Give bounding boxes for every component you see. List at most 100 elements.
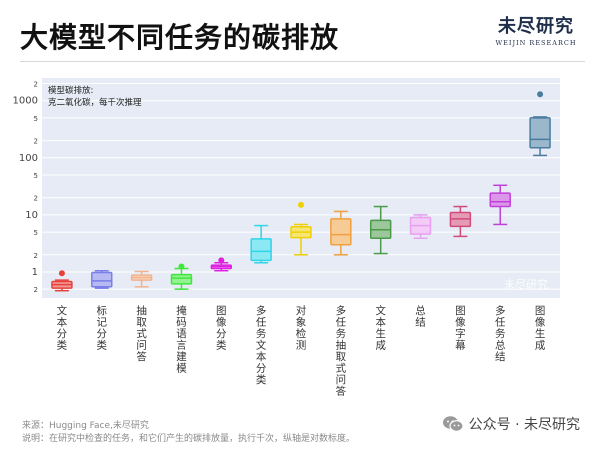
y-tick-label: 5 [34, 229, 38, 237]
title-divider [20, 61, 585, 62]
x-category-label: 分 [256, 363, 267, 375]
box-iqr [170, 273, 193, 285]
x-category-label: 抽 [136, 304, 147, 317]
footer-source: 来源：Hugging Face,未尽研究 [22, 421, 149, 431]
x-category-label: 类 [256, 373, 267, 386]
annotation-line-2: 克二氧化碳，每千次推理 [48, 97, 142, 108]
x-category-label: 记 [97, 317, 108, 329]
x-category-label: 分 [216, 328, 227, 340]
x-category-label: 多 [495, 304, 506, 317]
x-category-label: 任 [495, 316, 506, 329]
x-category-label: 成 [535, 340, 546, 352]
outlier-point [58, 270, 65, 277]
x-category-label: 务 [495, 327, 506, 340]
x-category-label: 像 [455, 317, 466, 329]
x-category-label: 取 [336, 351, 347, 363]
x-category-label: 结 [415, 316, 426, 329]
x-category-label: 问 [136, 339, 147, 352]
x-category-label: 类 [97, 339, 108, 352]
y-tick-label: 10 [25, 210, 38, 221]
x-category-label: 抽 [336, 339, 347, 352]
annotation-line-1: 模型碳排放: [48, 85, 93, 96]
watermark-text: 未尽研究 [504, 277, 548, 291]
x-category-label: 取 [136, 317, 147, 329]
y-tick-label: 2 [34, 138, 38, 146]
x-category-label: 图 [535, 305, 546, 317]
brand-logo: 未尽研究 WEIJIN RESEARCH [486, 12, 586, 47]
x-category-label: 模 [176, 363, 187, 375]
x-category-label: 任 [336, 316, 347, 329]
x-category-label: 文 [256, 339, 267, 352]
x-category-label: 生 [535, 327, 546, 340]
y-tick-label: 1000 [13, 96, 38, 107]
x-category-label: 成 [375, 340, 386, 352]
x-category-label: 本 [375, 316, 386, 329]
brand-name: 未尽研究 [498, 16, 574, 37]
outlier-point [537, 91, 544, 98]
box-iqr [250, 238, 272, 262]
y-tick-label: 5 [34, 115, 38, 123]
x-category-label: 像 [216, 317, 227, 329]
x-category-label: 掩 [176, 304, 187, 317]
outlier-point [178, 263, 185, 270]
x-category-label: 言 [176, 339, 187, 352]
x-category-label: 码 [176, 317, 187, 329]
x-category-label: 问 [336, 373, 347, 386]
x-category-label: 图 [216, 305, 227, 317]
y-tick-label: 2 [34, 252, 38, 260]
x-category-label: 总 [495, 339, 506, 352]
x-category-label: 生 [375, 327, 386, 340]
x-category-label: 结 [495, 350, 506, 363]
box-iqr [330, 218, 352, 246]
outlier-point [218, 257, 225, 264]
x-category-label: 图 [455, 305, 466, 317]
x-category-label: 答 [136, 350, 147, 363]
x-category-label: 文 [57, 304, 68, 317]
x-category-label: 务 [336, 327, 347, 340]
brand-subtitle: WEIJIN RESEARCH [495, 39, 577, 47]
x-category-label: 类 [216, 339, 227, 352]
x-category-label: 答 [336, 385, 347, 398]
x-category-label: 分 [97, 328, 108, 340]
footer-note: 说明：在研究中检查的任务，和它们产生的碳排放量，执行千次，纵轴是对数标度。 [22, 434, 356, 444]
x-category-label: 幕 [455, 339, 466, 352]
x-category-label: 务 [256, 327, 267, 340]
x-category-label: 建 [176, 350, 187, 363]
x-category-label: 分 [57, 328, 68, 340]
plot-background [42, 78, 560, 298]
x-category-label: 本 [256, 350, 267, 363]
x-category-label: 字 [455, 327, 466, 340]
x-category-label: 测 [296, 339, 307, 352]
wechat-account: 公众号 · 未尽研究 [442, 414, 580, 434]
x-category-label: 检 [296, 327, 307, 340]
x-category-label: 总 [415, 304, 426, 317]
y-tick-label: 2 [34, 81, 38, 89]
y-tick-label: 1 [32, 267, 38, 278]
y-tick-label: 2 [34, 286, 38, 294]
x-category-label: 式 [136, 327, 147, 340]
page-title: 大模型不同任务的碳排放 [20, 21, 340, 54]
box-plot-chart: 2 1 2 5 10 2 5 100 2 5 1000 2 模型碳排放:克二氧化碳，每千次推理未尽研究文… [13, 78, 560, 398]
y-tick-label: 100 [19, 153, 38, 164]
x-category-label: 式 [336, 362, 347, 375]
box-iqr [529, 117, 551, 149]
x-category-label: 像 [535, 317, 546, 329]
x-category-label: 任 [256, 316, 267, 329]
x-category-label: 对 [296, 304, 307, 317]
y-tick-label: 2 [34, 195, 38, 203]
x-category-label: 象 [296, 317, 307, 329]
x-category-label: 语 [176, 328, 187, 340]
x-category-label: 本 [57, 316, 68, 329]
x-category-label: 类 [57, 339, 68, 352]
wechat-icon [442, 416, 464, 432]
x-category-label: 多 [256, 304, 267, 317]
box-iqr [489, 192, 511, 208]
x-category-label: 多 [336, 304, 347, 317]
outlier-point [298, 201, 304, 208]
x-category-label: 标 [97, 305, 108, 317]
wechat-label: 公众号 · 未尽研究 [468, 417, 580, 433]
x-category-label: 文 [375, 304, 386, 317]
y-tick-label: 5 [34, 172, 38, 180]
box-iqr [91, 271, 113, 288]
